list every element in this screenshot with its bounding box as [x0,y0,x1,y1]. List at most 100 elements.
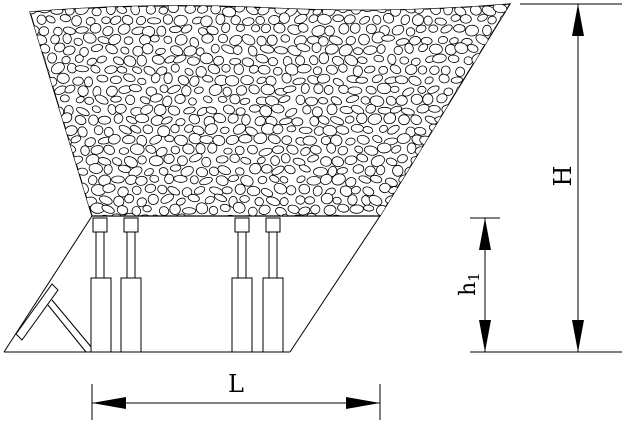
rock-pebble [187,194,200,203]
rock-pebble [225,134,239,145]
rock-pebble [177,155,188,166]
rock-pebble [136,16,147,26]
rock-pebble [372,135,383,143]
rock-pebble [436,93,448,104]
rock-pebble [336,167,348,175]
rock-pebble [242,17,255,26]
rock-pebble [364,65,376,74]
rock-pebble [345,137,356,146]
rock-pebble [306,176,322,186]
rock-pebble [454,42,469,54]
rock-pebble [108,134,121,145]
rock-pebble [358,33,370,46]
rock-pebble [473,116,486,126]
rock-pebble [297,23,309,33]
rock-pebble [174,134,188,146]
rock-pebble [34,74,48,83]
rock-pebble [240,157,252,165]
rock-pebble [113,113,124,124]
rock-pebble [493,126,507,137]
rock-pebble [448,174,462,186]
rock-pebble [256,76,267,85]
rock-pebble [326,103,338,116]
rock-pebble [235,85,248,96]
rock-pebble [369,95,385,107]
rock-pebble [202,75,214,83]
rock-pebble [423,175,438,188]
rock-pebble [60,155,72,164]
rock-pebble [395,38,409,46]
arrowhead-up-icon [572,4,584,36]
height-label: H [549,166,577,187]
rock-pebble [157,184,168,195]
rock-pebble [64,5,75,16]
rock-pebble [266,34,278,46]
rock-pebble [167,186,181,196]
rock-pebble [507,45,510,57]
rock-pebble [402,87,415,97]
rock-pebble [205,106,218,115]
rock-pebble [123,73,136,82]
rock-pebble [281,72,292,84]
rock-pebble [503,153,510,163]
rock-pebble [466,126,480,137]
rock-pebble [473,154,486,165]
rock-pebble [401,107,415,116]
rock-pebble [212,134,226,146]
rock-pebble [162,95,173,108]
rock-pebble [158,6,169,15]
rock-pebble [217,95,228,103]
rock-pebble [345,36,356,46]
rock-pebble [260,188,274,197]
rock-pebble [373,54,385,63]
rock-pebble [189,75,200,87]
rock-pebble [424,115,438,125]
rock-pebble [101,16,111,25]
rock-pebble [110,213,125,216]
rock-pebble [73,37,83,46]
rock-pebble [59,14,71,23]
rock-pebble [153,104,167,116]
rock-pebble [30,16,33,26]
rock-pebble [307,154,320,163]
rock-pebble [318,36,329,47]
rock-pebble [130,4,140,16]
rock-pebble [503,116,510,124]
rock-pebble [240,175,254,187]
rock-pebble [385,195,399,204]
rock-pebble [435,157,445,165]
rock-pebble [344,54,358,67]
rock-pebble [142,124,154,135]
rock-pebble [370,174,383,184]
rock-pebble [461,112,474,124]
rock-pebble [273,22,286,34]
rock-pebble [47,76,58,87]
rock-pebble [365,103,377,114]
rock-pebble [381,34,395,42]
rock-pebble [247,144,258,155]
rock-pebble [480,106,494,116]
rock-pebble [274,46,288,55]
rock-pebble [393,45,403,56]
rock-pebble [332,196,342,205]
rock-pebble [123,36,134,45]
rock-pebble [30,166,39,175]
rock-pebble [204,195,215,205]
rock-pebble [448,212,462,216]
rock-pebble [156,25,167,37]
rock-pebble [377,142,392,154]
rock-pebble [195,143,206,155]
rock-pebble [116,66,128,74]
rock-pebble [239,97,251,105]
hydraulic-support-3 [231,217,253,353]
rock-pebble [91,105,101,114]
rock-pebble [249,163,262,175]
rock-pebble [344,155,358,165]
rock-pebble [220,126,230,134]
rock-pebble [352,164,365,174]
rock-pebble [194,86,204,94]
rock-pebble [273,183,288,195]
rock-pebble [295,195,306,205]
rock-pebble [322,124,338,137]
rock-pebble [375,5,387,13]
